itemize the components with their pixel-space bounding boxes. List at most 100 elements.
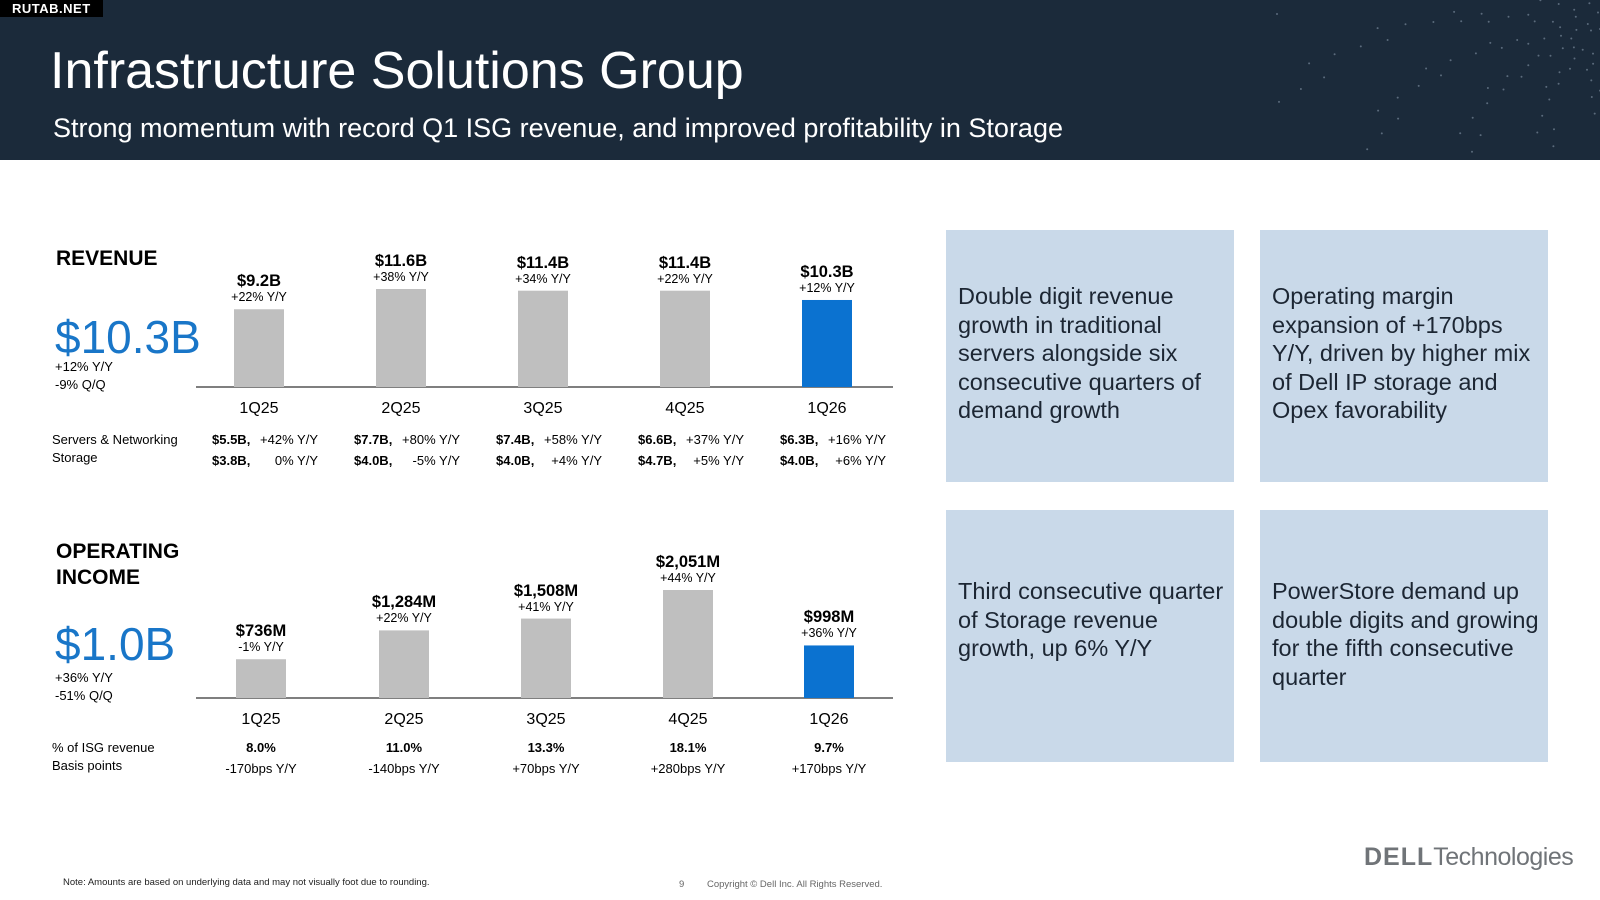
- opinc-tick-label: 2Q25: [384, 711, 424, 728]
- decorative-dot: [1543, 37, 1546, 40]
- decorative-dot: [1376, 27, 1379, 30]
- revenue-value-label: $11.4B: [516, 253, 570, 272]
- slide-subtitle: Strong momentum with record Q1 ISG reven…: [53, 113, 1063, 143]
- opinc-yy-label: +36% Y/Y: [801, 626, 857, 641]
- decorative-dot: [1592, 62, 1595, 65]
- revenue-value-label: $10.3B: [800, 262, 854, 281]
- opinc-yy-label: -1% Y/Y: [238, 640, 284, 655]
- decorative-dot: [1380, 132, 1383, 135]
- opinc-value-label: $2,051M: [655, 553, 721, 571]
- revenue-servers-value: $6.3B,: [780, 432, 819, 447]
- decorative-dot: [1278, 100, 1280, 103]
- decorative-dot-pattern: [1276, 0, 1600, 153]
- decorative-dot: [1480, 12, 1483, 15]
- decorative-dot: [1453, 10, 1456, 13]
- revenue-servers-value: $7.7B,: [354, 432, 393, 447]
- opinc-row-label-pct: % of ISG revenue: [52, 740, 155, 755]
- decorative-dot: [1573, 8, 1576, 11]
- revenue-row-label-storage: Storage: [52, 450, 98, 465]
- revenue-tick-label: 2Q25: [381, 400, 421, 417]
- opinc-bps-yy: +280bps Y/Y: [650, 761, 726, 776]
- revenue-servers-value: $5.5B,: [212, 432, 251, 447]
- decorative-dot: [1545, 85, 1548, 88]
- revenue-bar-2Q25: [376, 289, 426, 387]
- decorative-dot: [1506, 75, 1509, 78]
- revenue-tick-label: 3Q25: [523, 400, 563, 417]
- opinc-section-title-line1: OPERATING: [56, 540, 180, 563]
- insight-tile-1: Double digit revenue growth in tradition…: [946, 230, 1234, 482]
- opinc-value-label: $736M: [235, 622, 287, 641]
- opinc-row-label-bps: Basis points: [52, 758, 123, 773]
- opinc-pct-of-revenue: 13.3%: [527, 740, 565, 755]
- decorative-dot: [1323, 76, 1326, 79]
- revenue-storage-yy: +5% Y/Y: [693, 453, 744, 468]
- decorative-dot: [1590, 79, 1593, 82]
- opinc-bps-yy: +70bps Y/Y: [512, 761, 580, 776]
- revenue-bar-1Q26: [802, 299, 852, 387]
- watermark-label: RUTAB.NET: [0, 0, 103, 17]
- decorative-dot: [1590, 96, 1593, 98]
- insight-tile-4: PowerStore demand up double digits and g…: [1260, 510, 1548, 762]
- opinc-bar-1Q26: [804, 645, 854, 698]
- opinc-bps-yy: +170bps Y/Y: [791, 761, 867, 776]
- opinc-yy: +36% Y/Y: [55, 670, 113, 685]
- decorative-dot: [1489, 41, 1492, 44]
- decorative-dot: [1479, 134, 1482, 137]
- revenue-big-value: $10.3B: [55, 311, 201, 363]
- opinc-tick-label: 4Q25: [668, 711, 708, 728]
- revenue-storage-yy: +4% Y/Y: [551, 453, 602, 468]
- decorative-dot: [1588, 2, 1591, 5]
- revenue-servers-yy: +58% Y/Y: [544, 432, 602, 447]
- insight-tile-3: Third consecutive quarter of Storage rev…: [946, 510, 1234, 762]
- decorative-dot: [1449, 59, 1452, 62]
- decorative-dot: [1276, 13, 1278, 15]
- decorative-dot: [1487, 20, 1490, 23]
- decorative-dot: [1520, 75, 1523, 78]
- revenue-tick-label: 1Q26: [807, 400, 847, 417]
- decorative-dot: [1553, 128, 1555, 131]
- decorative-dot: [1586, 68, 1588, 71]
- revenue-servers-yy: +42% Y/Y: [260, 432, 318, 447]
- opinc-pct-of-revenue: 9.7%: [814, 740, 844, 755]
- logo-dell: DELL: [1364, 843, 1434, 871]
- decorative-dot: [1404, 23, 1407, 26]
- decorative-dot: [1593, 112, 1596, 115]
- opinc-bar-1Q25: [236, 659, 286, 698]
- opinc-pct-of-revenue: 8.0%: [246, 740, 276, 755]
- decorative-dot: [1536, 131, 1539, 134]
- decorative-dot: [1432, 21, 1435, 23]
- opinc-big-value: $1.0B: [55, 618, 176, 670]
- decorative-dot: [1308, 62, 1311, 65]
- opinc-value-label: $1,508M: [513, 581, 579, 600]
- opinc-tick-label: 1Q26: [809, 711, 849, 728]
- decorative-dot: [1548, 98, 1551, 101]
- revenue-storage-value: $3.8B,: [212, 453, 251, 468]
- decorative-dot: [1459, 132, 1462, 135]
- insight-tile-text: Third consecutive quarter of Storage rev…: [958, 578, 1224, 661]
- revenue-storage-value: $4.7B,: [638, 453, 677, 468]
- insight-tile-text: Operating margin expansion of +170bps Y/…: [1272, 283, 1531, 423]
- decorative-dot: [1557, 82, 1560, 85]
- slide-header: [0, 0, 1600, 160]
- decorative-dot: [1527, 13, 1530, 16]
- revenue-tick-label: 4Q25: [665, 400, 705, 417]
- decorative-dot: [1559, 26, 1562, 29]
- decorative-dot: [1377, 109, 1380, 112]
- decorative-dot: [1333, 53, 1336, 56]
- decorative-dot: [1425, 67, 1428, 70]
- decorative-dot: [1366, 148, 1369, 151]
- revenue-servers-yy: +80% Y/Y: [402, 432, 460, 447]
- decorative-dot: [1460, 20, 1463, 23]
- opinc-bar-3Q25: [521, 618, 571, 698]
- revenue-value-label: $11.4B: [658, 253, 712, 272]
- opinc-section-title-line2: INCOME: [56, 566, 140, 589]
- revenue-bar-4Q25: [660, 290, 710, 387]
- decorative-dot: [1539, 0, 1542, 2]
- opinc-pct-of-revenue: 11.0%: [385, 740, 423, 755]
- opinc-bps-yy: -140bps Y/Y: [368, 761, 440, 776]
- revenue-row-label-servers: Servers & Networking: [52, 432, 178, 447]
- opinc-qq: -51% Q/Q: [55, 688, 113, 703]
- opinc-pct-of-revenue: 18.1%: [669, 740, 707, 755]
- decorative-dot: [1396, 96, 1399, 99]
